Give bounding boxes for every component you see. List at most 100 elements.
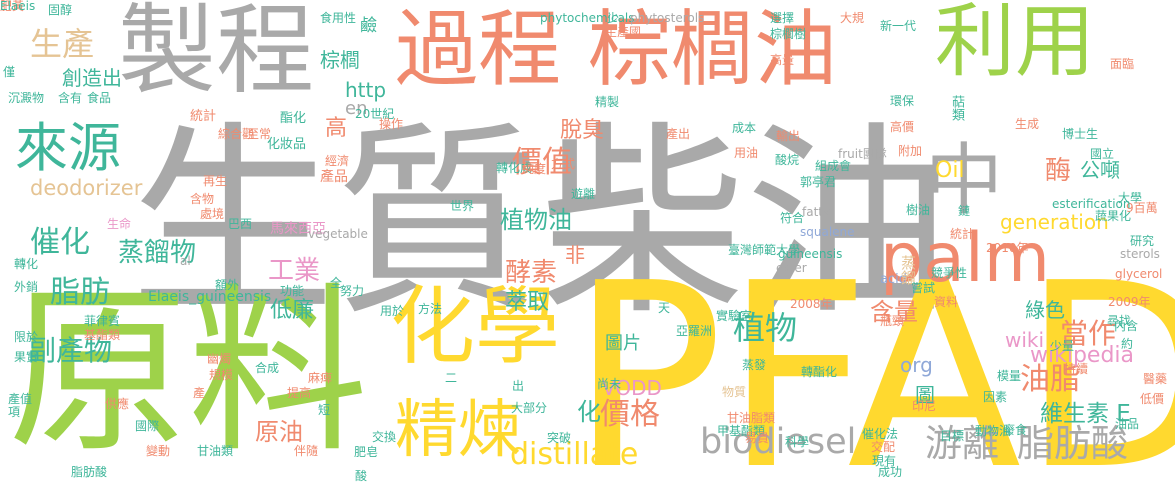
cloud-word: 易貴 [745, 431, 770, 445]
cloud-word: 額外 [215, 278, 240, 292]
cloud-word: 植物 [733, 309, 798, 347]
cloud-word: 生產國 [605, 25, 642, 39]
cloud-word: 面臨 [1110, 57, 1135, 71]
cloud-word: 棕櫚 [320, 48, 360, 72]
cloud-word: guineensis [778, 247, 843, 261]
cloud-word: 資料 [934, 295, 959, 309]
cloud-word: 模量 [997, 369, 1022, 383]
cloud-word: 世界 [450, 199, 475, 213]
cloud-word: 沉澱物 [8, 91, 45, 105]
cloud-word: 精煉 [395, 393, 521, 466]
cloud-word: al [180, 254, 191, 268]
cloud-word: 醫藥 [1143, 372, 1168, 386]
cloud-word: 幽燭 [207, 352, 232, 366]
cloud-word: 高量 [770, 53, 795, 67]
cloud-word: 方式 [551, 157, 576, 171]
cloud-word: 印尼 [912, 399, 937, 413]
cloud-word: 轉酯化 [801, 365, 838, 379]
cloud-word: 供應 [105, 397, 130, 411]
cloud-word: 操作 [379, 117, 404, 131]
cloud-word: 大規 [840, 11, 865, 25]
cloud-word: 方法 [418, 302, 443, 316]
cloud-word: 約 [1121, 337, 1134, 351]
cloud-word: 製程 [118, 0, 315, 108]
cloud-word: squalene [800, 225, 855, 239]
cloud-word: 提高 [287, 386, 312, 400]
cloud-word: 酸 [355, 469, 368, 482]
cloud-word: 萜類 [949, 95, 964, 121]
cloud-word: 產出 [666, 127, 691, 141]
cloud-word: 物質 [722, 385, 747, 399]
cloud-word: fatty [802, 205, 831, 219]
cloud-word: http [345, 78, 387, 102]
cloud-word: 脂肪酸 [71, 465, 108, 479]
cloud-word: 麻痺 [308, 371, 333, 385]
cloud-word: 生質柴油 [130, 105, 950, 343]
cloud-word: 低廉 [270, 298, 315, 323]
cloud-word: 酯化 [280, 111, 307, 126]
cloud-word: Elaeis_guineensis [148, 289, 272, 305]
cloud-word: 肥黃 [0, 0, 25, 13]
cloud-word: biodiesel [700, 422, 857, 462]
cloud-word: 用油 [734, 146, 759, 160]
cloud-word: 規模 [209, 368, 234, 382]
cloud-word: 選擇 [770, 11, 795, 25]
cloud-word: acid [880, 272, 907, 287]
cloud-word: 原油 [255, 418, 303, 446]
cloud-word: 限於 [14, 330, 39, 344]
cloud-word: 用於 [380, 304, 405, 318]
cloud-word: vegetable [308, 227, 368, 241]
cloud-word: fruit團隊 [838, 147, 887, 161]
cloud-word: 處境 [200, 207, 225, 221]
cloud-word: 附加 [898, 144, 923, 158]
cloud-word: 植物油 [500, 206, 572, 234]
cloud-word: 過程 [395, 1, 561, 98]
cloud-word: 競爭性 [931, 266, 968, 280]
cloud-word: 郭亭君 [800, 175, 837, 189]
cloud-word: deodorizer [30, 176, 143, 200]
cloud-word: 蒸發 [742, 358, 767, 372]
cloud-word: 高 [325, 116, 348, 141]
cloud-word: 功能 [280, 284, 305, 298]
cloud-word: 組成會 [815, 159, 852, 173]
cloud-word: 脫臭 [560, 118, 605, 143]
cloud-word: 實驗室 [716, 309, 753, 323]
cloud-word: phytochemicals [540, 11, 635, 25]
cloud-word: 全 [330, 276, 343, 290]
cloud-word: 二 [445, 371, 458, 385]
cloud-word: 綜合觀 [218, 127, 255, 141]
cloud-word: 肥皂 [354, 445, 379, 459]
cloud-word: 亞羅洲 [676, 324, 713, 338]
cloud-word: 甘油脂類 [727, 411, 776, 425]
cloud-word: 動物油 [975, 424, 1012, 438]
cloud-word: phytosterols [630, 11, 705, 25]
cloud-word: 圖片 [605, 333, 641, 354]
cloud-word: 催化 [30, 225, 90, 260]
cloud-word: 統計 [190, 109, 217, 124]
cloud-word: 大部分 [511, 401, 548, 415]
cloud-word: 少 [607, 11, 620, 25]
cloud-word: 產值 [8, 392, 33, 406]
cloud-word: 游離 [925, 422, 999, 465]
cloud-word: 內含 [1114, 319, 1139, 333]
cloud-word: 工業 [268, 256, 321, 286]
cloud-word: 酶 [1045, 156, 1072, 186]
cloud-word: 含量 [870, 298, 918, 326]
cloud-word: 價格 [600, 397, 660, 432]
cloud-word: 2009年 [1108, 295, 1151, 309]
cloud-word: 生產 [30, 25, 95, 63]
cloud-word: PFAD [570, 229, 1175, 482]
cloud-word: 樹油 [906, 203, 931, 217]
cloud-word: 科學 [785, 435, 810, 449]
cloud-word: 來源 [15, 118, 121, 179]
cloud-word: 國際 [135, 419, 160, 433]
cloud-word: 馬來西亞 [270, 221, 326, 237]
cloud-word: 至常 [247, 127, 272, 141]
cloud-word: Oil [935, 158, 965, 183]
cloud-word: 少量 [1050, 339, 1075, 353]
cloud-word: palm [880, 219, 1050, 298]
cloud-word: 棕櫚油 [588, 1, 837, 98]
cloud-word: en [345, 98, 368, 119]
cloud-word: 出 [512, 379, 525, 393]
cloud-word: 項 [8, 405, 21, 419]
